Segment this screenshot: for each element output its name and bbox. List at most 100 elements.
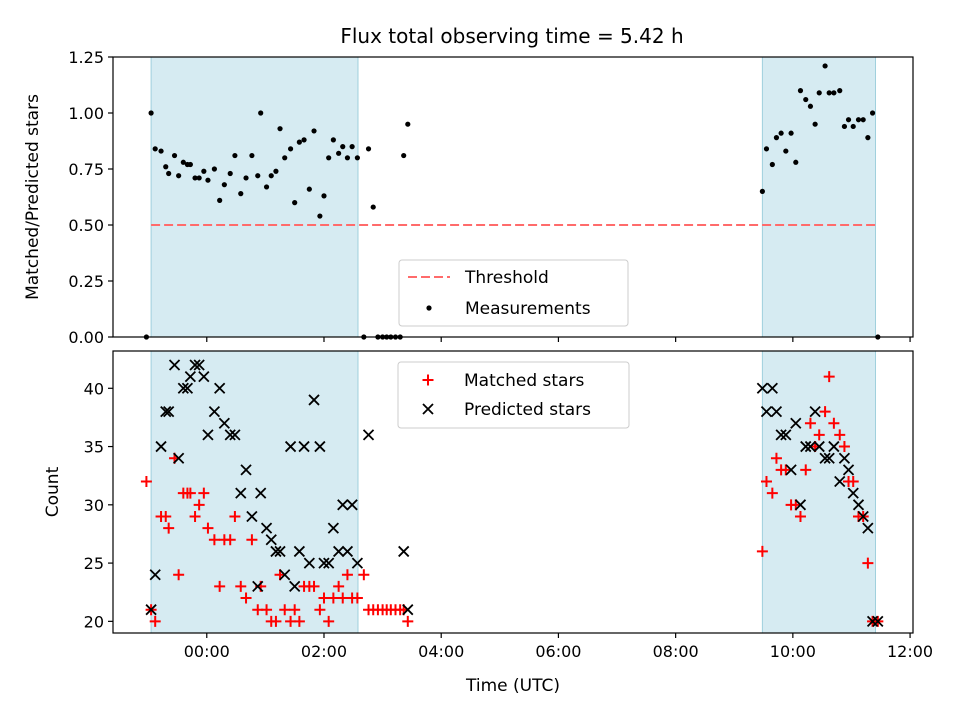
- measurement-point: [263, 184, 270, 190]
- measurement-point: [201, 168, 207, 174]
- predicted-star-point: [240, 464, 252, 476]
- measurement-point: [370, 204, 376, 210]
- ratio-y-axis-label: Matched/Predicted stars: [23, 94, 43, 300]
- matched-star-point: [240, 592, 252, 604]
- predicted-star-point: [346, 499, 358, 511]
- measurement-point: [783, 148, 789, 154]
- matched-star-point: [770, 452, 782, 464]
- predicted-star-point: [229, 429, 241, 441]
- predicted-star-point: [766, 382, 778, 394]
- predicted-star-point: [274, 545, 286, 558]
- measurement-point: [296, 139, 302, 145]
- matched-star-point: [184, 487, 196, 499]
- measurement-point: [163, 164, 169, 170]
- count-plot-frame: [112, 350, 914, 634]
- matched-star-point: [214, 580, 226, 592]
- measurement-point: [217, 197, 223, 203]
- matched-star-point: [160, 510, 172, 522]
- predicted-star-point: [235, 487, 247, 499]
- matched-star-point: [862, 557, 874, 569]
- y-tick-label: 30: [84, 496, 104, 515]
- measurement-point: [221, 182, 227, 188]
- matched-star-point: [279, 604, 291, 616]
- matched-star-point: [823, 371, 835, 383]
- matched-star-point: [202, 522, 214, 534]
- predicted-star-point: [202, 429, 214, 441]
- measurement-point: [311, 128, 317, 134]
- measurement-point: [778, 130, 784, 136]
- y-tick-label: 1.00: [68, 104, 104, 123]
- predicted-star-point: [775, 429, 787, 441]
- matched-star-point: [193, 499, 205, 511]
- measurement-point: [340, 144, 346, 150]
- matched-star-point: [819, 406, 831, 418]
- measurement-point: [192, 175, 198, 181]
- matched-star-point: [229, 510, 241, 522]
- matched-star-point: [163, 522, 175, 534]
- matched-star-point: [140, 476, 152, 488]
- matched-star-point: [198, 487, 210, 499]
- matched-star-point: [838, 441, 850, 453]
- measurement-point: [865, 135, 871, 141]
- predicted-star-point: [160, 405, 172, 418]
- matched-star-point: [270, 615, 282, 627]
- measurement-point: [211, 166, 217, 172]
- measurement-point: [306, 186, 312, 192]
- predicted-star-point: [289, 580, 301, 593]
- count-y-axis-label: Count: [43, 466, 63, 517]
- ratio-y-ticks: 0.00 0.25 0.50 0.75 1.00 1.25: [68, 48, 113, 347]
- predicted-star-point: [284, 440, 297, 453]
- matched-star-point: [235, 580, 247, 592]
- predicted-star-point: [265, 534, 277, 546]
- predicted-star-point: [362, 429, 375, 441]
- predicted-star-point: [866, 615, 879, 627]
- measurement-point: [788, 130, 794, 136]
- y-tick-label: 0.75: [68, 160, 104, 179]
- measurement-point: [850, 123, 856, 130]
- predicted-star-point: [333, 545, 345, 558]
- matched-star-point: [224, 534, 236, 546]
- measurement-point: [330, 137, 336, 143]
- matched-star-point: [308, 580, 320, 592]
- measurement-point: [816, 90, 822, 96]
- legend-frame: [397, 361, 630, 429]
- predicted-star-point: [163, 405, 175, 418]
- predicted-star-point: [838, 452, 851, 464]
- predicted-star-point: [318, 557, 330, 569]
- predicted-star-point: [351, 557, 364, 569]
- matched-star-point: [351, 592, 363, 604]
- measurement-point: [837, 88, 843, 94]
- x-tick-label: 12:00: [887, 642, 933, 661]
- observing-span: [150, 350, 359, 634]
- measurement-point: [807, 103, 814, 109]
- measurement-point: [803, 96, 809, 103]
- measurement-point: [826, 90, 832, 96]
- predicted-star-point: [834, 475, 846, 488]
- matched-star-point: [813, 429, 825, 441]
- measurement-point: [797, 88, 804, 94]
- matched-star-point: [246, 534, 258, 546]
- measurement-point: [277, 126, 283, 132]
- predicted-star-point: [314, 440, 326, 453]
- predicted-star-point: [184, 370, 196, 383]
- predicted-star-point: [842, 464, 855, 476]
- measurement-point: [763, 146, 770, 152]
- measurement-point: [831, 90, 837, 96]
- observing-spans: [150, 350, 876, 634]
- predicted-star-point: [298, 440, 310, 453]
- y-tick-label: 0.50: [68, 216, 104, 235]
- measurement-point: [273, 168, 279, 174]
- matched-star-point: [327, 592, 339, 604]
- measurement-point: [176, 173, 182, 179]
- predicted-star-point: [862, 522, 874, 534]
- predicted-star-point: [198, 370, 210, 383]
- measurement-point: [855, 117, 862, 123]
- measurement-point: [255, 173, 261, 179]
- measurement-point: [812, 121, 818, 127]
- matched-star-point: [834, 429, 846, 441]
- matched-star-point: [289, 604, 301, 616]
- measurement-point: [292, 200, 298, 206]
- legend-measurement-label: Measurements: [465, 299, 591, 319]
- x-tick-label: 04:00: [418, 642, 464, 661]
